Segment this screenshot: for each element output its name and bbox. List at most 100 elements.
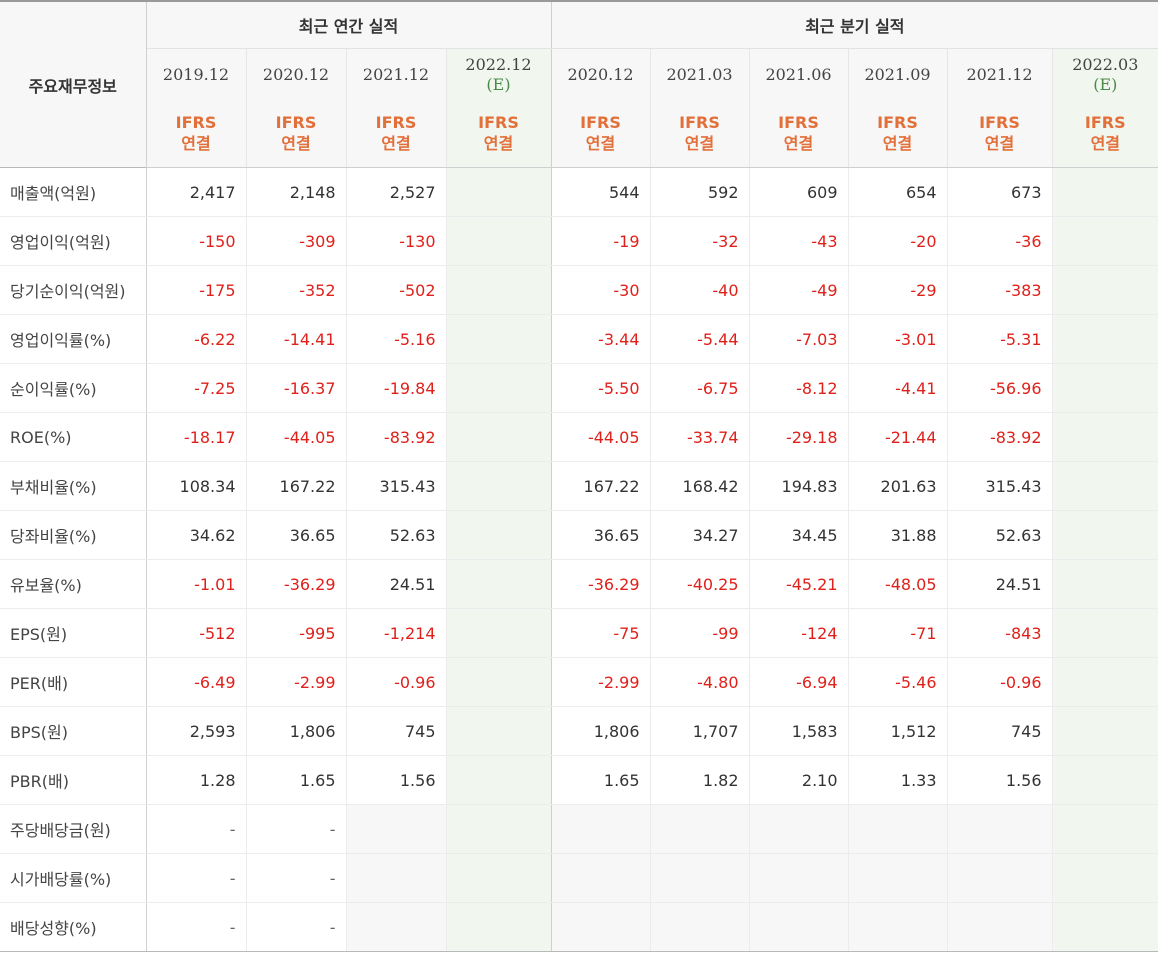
- table-cell: -: [245, 853, 346, 903]
- table-cell: -2.99: [245, 657, 346, 707]
- ifrs-text: IFRS: [1084, 113, 1126, 133]
- table-cell: [946, 804, 1053, 854]
- table-cell: 2,148: [245, 167, 346, 217]
- table-cell: 31.88: [847, 510, 948, 560]
- row-label: ROE(%): [0, 412, 147, 462]
- table-cell: -19: [550, 216, 651, 266]
- table-cell: 654: [847, 167, 948, 217]
- period-header-quarter-0: 2020.12: [550, 48, 651, 101]
- ifrs-text: IFRS: [580, 113, 621, 133]
- table-cell: [445, 314, 552, 364]
- ifrs-consolidated-label: IFRS 연결: [649, 101, 750, 168]
- table-cell: [445, 363, 552, 413]
- table-row: 주당배당금(원) - -: [0, 804, 1158, 854]
- table-cell: -48.05: [847, 559, 948, 609]
- table-cell: -843: [946, 608, 1053, 658]
- table-cell: [1051, 314, 1158, 364]
- table-cell: 609: [748, 167, 849, 217]
- table-cell: 1,707: [649, 706, 750, 756]
- table-cell: -4.80: [649, 657, 750, 707]
- consolidated-text: 연결: [783, 134, 814, 153]
- table-body: 매출액(억원) 2,417 2,148 2,527 544 592 609 654 673 영업이…: [0, 167, 1158, 952]
- ifrs-consolidated-label: IFRS 연결: [550, 101, 651, 168]
- table-cell: [445, 510, 552, 560]
- row-label: 당기순이익(억원): [0, 265, 147, 315]
- table-cell: -83.92: [345, 412, 446, 462]
- table-cell: 1.56: [345, 755, 446, 805]
- table-cell: -5.46: [847, 657, 948, 707]
- estimate-marker: (E): [1093, 75, 1118, 94]
- table-cell: -18.17: [145, 412, 246, 462]
- period-label: 2019.12: [162, 65, 230, 84]
- table-cell: 108.34: [145, 461, 246, 511]
- table-cell: [445, 412, 552, 462]
- ifrs-header-row: IFRS 연결 IFRS 연결 IFRS 연결 IFRS 연결 IFRS 연결 IFRS 연결 IFRS…: [0, 101, 1158, 168]
- table-cell: 52.63: [946, 510, 1053, 560]
- table-cell: [649, 853, 750, 903]
- table-cell: -130: [345, 216, 446, 266]
- consolidated-text: 연결: [181, 134, 211, 153]
- table-cell: -6.49: [145, 657, 246, 707]
- row-label: EPS(원): [0, 608, 147, 658]
- table-cell: 544: [550, 167, 651, 217]
- table-cell: 1.33: [847, 755, 948, 805]
- ifrs-consolidated-label: IFRS 연결: [847, 101, 948, 168]
- table-cell: 34.62: [145, 510, 246, 560]
- table-cell: 52.63: [345, 510, 446, 560]
- ifrs-consolidated-label: IFRS 연결: [445, 101, 552, 168]
- table-cell: 36.65: [550, 510, 651, 560]
- table-cell: -40.25: [649, 559, 750, 609]
- table-cell: -44.05: [550, 412, 651, 462]
- table-cell: 1,806: [550, 706, 651, 756]
- consolidated-text: 연결: [381, 134, 411, 153]
- table-cell: [1051, 657, 1158, 707]
- table-cell: -995: [245, 608, 346, 658]
- table-cell: [445, 608, 552, 658]
- table-row: 영업이익률(%) -6.22 -14.41 -5.16 -3.44 -5.44 -7.03-…: [0, 314, 1158, 364]
- table-cell: [445, 461, 552, 511]
- ifrs-consolidated-label: IFRS 연결: [748, 101, 849, 168]
- table-cell: 2,527: [345, 167, 446, 217]
- estimate-marker: (E): [486, 75, 511, 94]
- table-cell: [445, 657, 552, 707]
- table-cell: -29.18: [748, 412, 849, 462]
- table-cell: -4.41: [847, 363, 948, 413]
- row-label: 부채비율(%): [0, 461, 147, 511]
- table-cell: -502: [345, 265, 446, 315]
- table-cell: -175: [145, 265, 246, 315]
- table-header: 주요재무정보 최근 연간 실적 최근 분기 실적 2019.12 2020.12 2…: [0, 1, 1158, 168]
- period-header-quarter-2: 2021.06: [748, 48, 849, 101]
- table-cell: -7.03: [748, 314, 849, 364]
- table-cell: 2,417: [145, 167, 246, 217]
- table-cell: [649, 804, 750, 854]
- table-cell: 1.82: [649, 755, 750, 805]
- table-cell: 592: [649, 167, 750, 217]
- table-cell: [1051, 363, 1158, 413]
- table-cell: -21.44: [847, 412, 948, 462]
- table-cell: [445, 216, 552, 266]
- ifrs-text: IFRS: [778, 113, 819, 133]
- period-label: 2020.12: [567, 65, 634, 84]
- table-cell: [1051, 510, 1158, 560]
- table-cell: -20: [847, 216, 948, 266]
- row-label: PER(배): [0, 657, 147, 707]
- table-cell: -5.50: [550, 363, 651, 413]
- table-row: PER(배) -6.49 -2.99 -0.96 -2.99 -4.80 -6.94 -5.4…: [0, 657, 1158, 707]
- table-cell: -43: [748, 216, 849, 266]
- table-cell: 1,512: [847, 706, 948, 756]
- table-cell: -8.12: [748, 363, 849, 413]
- period-header-row: 2019.12 2020.12 2021.12 2022.12 (E) 2020.12 20…: [0, 48, 1158, 101]
- table-cell: [748, 804, 849, 854]
- table-row: 매출액(억원) 2,417 2,148 2,527 544 592 609 654 673: [0, 167, 1158, 217]
- table-cell: -14.41: [245, 314, 346, 364]
- table-cell: -83.92: [946, 412, 1053, 462]
- annual-group-header: 최근 연간 실적: [145, 1, 552, 49]
- row-label: 주당배당금(원): [0, 804, 147, 854]
- table-cell: -3.01: [847, 314, 948, 364]
- table-cell: -5.31: [946, 314, 1053, 364]
- period-header-annual-1: 2020.12: [245, 48, 346, 101]
- period-label: 2021.12: [362, 65, 430, 84]
- ifrs-text: IFRS: [877, 113, 918, 133]
- table-row: BPS(원) 2,593 1,806 745 1,806 1,707 1,583 1,512 7…: [0, 706, 1158, 756]
